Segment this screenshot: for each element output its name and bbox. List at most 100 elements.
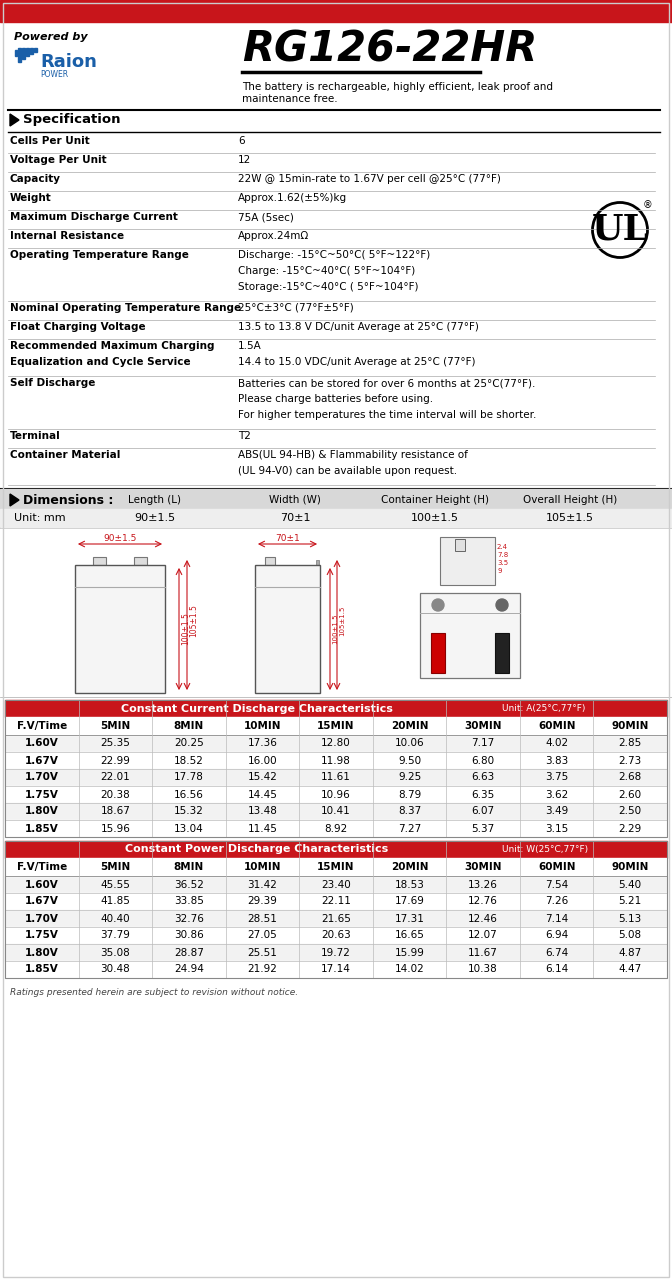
Text: 1.85V: 1.85V <box>25 965 58 974</box>
Text: 10.96: 10.96 <box>321 790 351 800</box>
Bar <box>93 557 106 564</box>
Text: For higher temperatures the time interval will be shorter.: For higher temperatures the time interva… <box>238 410 536 420</box>
Text: Nominal Operating Temperature Range: Nominal Operating Temperature Range <box>10 303 241 314</box>
Bar <box>5 910 667 927</box>
Text: 22.01: 22.01 <box>100 773 130 782</box>
Text: 7.54: 7.54 <box>545 879 569 890</box>
Bar <box>5 858 667 876</box>
Text: maintenance free.: maintenance free. <box>242 93 337 104</box>
Text: 60MIN: 60MIN <box>538 721 575 731</box>
Text: 5.21: 5.21 <box>619 896 642 906</box>
Bar <box>5 927 667 945</box>
Text: 11.45: 11.45 <box>247 823 278 833</box>
Text: 3.15: 3.15 <box>545 823 569 833</box>
Text: 90±1.5: 90±1.5 <box>134 513 175 524</box>
Text: 17.31: 17.31 <box>394 914 425 923</box>
Text: 1.67V: 1.67V <box>25 755 58 765</box>
Text: 1.70V: 1.70V <box>25 914 58 923</box>
Text: 7.8: 7.8 <box>497 552 508 558</box>
Bar <box>34 47 37 52</box>
Bar <box>5 820 667 837</box>
Bar <box>18 47 21 61</box>
Text: Self Discharge: Self Discharge <box>10 378 95 388</box>
Text: POWER: POWER <box>40 70 68 79</box>
Circle shape <box>496 599 508 611</box>
Text: 1.75V: 1.75V <box>25 790 58 800</box>
Text: 3.62: 3.62 <box>545 790 569 800</box>
Text: 8.92: 8.92 <box>325 823 347 833</box>
Bar <box>5 961 667 978</box>
Text: 6.14: 6.14 <box>545 965 569 974</box>
Text: 7.14: 7.14 <box>545 914 569 923</box>
Text: 30MIN: 30MIN <box>464 861 502 872</box>
Bar <box>5 841 667 858</box>
Bar <box>5 841 667 978</box>
Text: 10MIN: 10MIN <box>244 861 281 872</box>
Text: Terminal: Terminal <box>10 431 60 442</box>
Text: 100±1.5: 100±1.5 <box>411 513 459 524</box>
Text: 10MIN: 10MIN <box>244 721 281 731</box>
Bar <box>0 509 672 527</box>
Text: 8.79: 8.79 <box>398 790 421 800</box>
Circle shape <box>432 599 444 611</box>
Text: T2: T2 <box>238 431 251 442</box>
Text: 13.04: 13.04 <box>174 823 204 833</box>
Text: Width (W): Width (W) <box>269 495 321 506</box>
Text: 37.79: 37.79 <box>100 931 130 941</box>
Text: 20.63: 20.63 <box>321 931 351 941</box>
Bar <box>5 751 667 769</box>
Text: 22.11: 22.11 <box>321 896 351 906</box>
Text: 32.76: 32.76 <box>174 914 204 923</box>
Text: 2.85: 2.85 <box>619 739 642 749</box>
Text: Approx.1.62(±5%)kg: Approx.1.62(±5%)kg <box>238 193 347 204</box>
Text: UL: UL <box>591 212 648 247</box>
Text: 18.53: 18.53 <box>394 879 425 890</box>
Text: 5.37: 5.37 <box>472 823 495 833</box>
Text: Container Height (H): Container Height (H) <box>381 495 489 506</box>
Text: 4.02: 4.02 <box>545 739 569 749</box>
Text: Container Material: Container Material <box>10 451 120 460</box>
Text: Approx.24mΩ: Approx.24mΩ <box>238 230 309 241</box>
Text: 6.94: 6.94 <box>545 931 569 941</box>
Text: 90MIN: 90MIN <box>612 861 649 872</box>
Text: 3.75: 3.75 <box>545 773 569 782</box>
Bar <box>5 717 667 735</box>
Polygon shape <box>10 114 19 125</box>
Text: 90MIN: 90MIN <box>612 721 649 731</box>
Text: 1.60V: 1.60V <box>25 739 58 749</box>
Text: Unit: W(25°C,77°F): Unit: W(25°C,77°F) <box>501 845 587 854</box>
Bar <box>440 538 495 585</box>
Text: RG126-22HR: RG126-22HR <box>242 28 537 70</box>
Text: 18.52: 18.52 <box>174 755 204 765</box>
Text: 24.94: 24.94 <box>174 965 204 974</box>
Text: Length (L): Length (L) <box>128 495 181 506</box>
Text: 6.74: 6.74 <box>545 947 569 957</box>
Text: 1.60V: 1.60V <box>25 879 58 890</box>
Text: 25.51: 25.51 <box>247 947 278 957</box>
Bar <box>5 786 667 803</box>
Text: 2.29: 2.29 <box>619 823 642 833</box>
Polygon shape <box>10 494 19 506</box>
Bar <box>431 634 445 673</box>
Text: 14.4 to 15.0 VDC/unit Average at 25°C (77°F): 14.4 to 15.0 VDC/unit Average at 25°C (7… <box>238 357 476 367</box>
Text: 6.63: 6.63 <box>472 773 495 782</box>
Text: Please charge batteries before using.: Please charge batteries before using. <box>238 394 433 404</box>
Text: 4.87: 4.87 <box>619 947 642 957</box>
Text: ®: ® <box>642 200 652 210</box>
Text: 13.5 to 13.8 V DC/unit Average at 25°C (77°F): 13.5 to 13.8 V DC/unit Average at 25°C (… <box>238 323 479 332</box>
Text: 12.80: 12.80 <box>321 739 351 749</box>
Text: 9.25: 9.25 <box>398 773 421 782</box>
Bar <box>5 893 667 910</box>
Text: Storage:-15°C~40°C ( 5°F~104°F): Storage:-15°C~40°C ( 5°F~104°F) <box>238 282 419 292</box>
Text: F.V/Time: F.V/Time <box>17 721 67 731</box>
Text: 36.52: 36.52 <box>174 879 204 890</box>
Text: 60MIN: 60MIN <box>538 861 575 872</box>
Text: Capacity: Capacity <box>10 174 61 184</box>
Text: 15.42: 15.42 <box>247 773 278 782</box>
Text: Batteries can be stored for over 6 months at 25°C(77°F).: Batteries can be stored for over 6 month… <box>238 378 536 388</box>
Text: 15MIN: 15MIN <box>317 721 355 731</box>
Text: Constant Current Discharge Characteristics: Constant Current Discharge Characteristi… <box>120 704 392 713</box>
Text: 2.4: 2.4 <box>497 544 508 550</box>
Text: 100±1.5: 100±1.5 <box>332 613 338 644</box>
Text: 3.49: 3.49 <box>545 806 569 817</box>
